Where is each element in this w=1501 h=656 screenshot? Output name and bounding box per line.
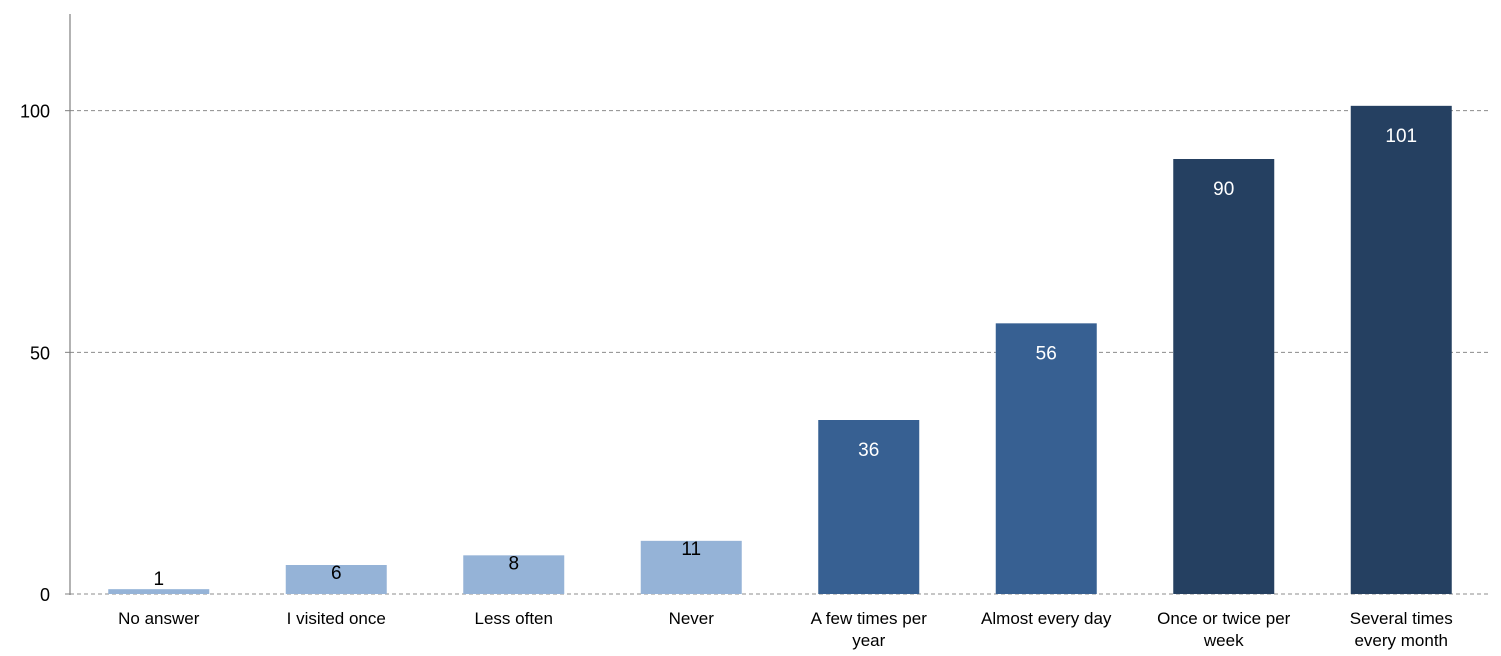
x-tick-label-1: I visited once	[287, 609, 386, 628]
bar-3	[640, 540, 742, 594]
data-label-2: 8	[508, 553, 519, 574]
x-tick-label-6: Once or twice per week	[1157, 609, 1291, 650]
data-label-4: 36	[858, 440, 879, 461]
bar-4	[818, 420, 920, 594]
bars	[108, 105, 1452, 594]
data-label-3: 11	[681, 539, 701, 560]
bar-6	[1173, 159, 1275, 594]
x-tick-label-5: Almost every day	[981, 609, 1112, 628]
bar-7	[1350, 105, 1452, 594]
y-tick-label-0: 0	[40, 585, 50, 605]
data-label-6: 90	[1213, 179, 1234, 200]
labels: 0 50 100 1 No answer 6 I visited once 8 Less oft…	[20, 102, 1453, 650]
x-tick-label-3: Never	[669, 609, 715, 628]
x-tick-label-7: Several times every month	[1350, 609, 1453, 650]
y-tick-label-50: 50	[30, 343, 50, 363]
data-label-5: 56	[1036, 343, 1057, 364]
gridlines	[70, 110, 1490, 595]
bar-5	[995, 323, 1097, 594]
bar-2	[463, 555, 565, 594]
data-label-1: 6	[331, 563, 342, 584]
data-label-0: 1	[153, 569, 164, 590]
data-label-7: 101	[1385, 126, 1417, 147]
x-tick-label-0: No answer	[118, 609, 200, 628]
bar-1	[285, 565, 387, 594]
axes	[65, 14, 71, 595]
x-tick-label-4: A few times per year	[811, 609, 928, 650]
y-tick-label-100: 100	[20, 102, 50, 122]
x-tick-label-2: Less often	[475, 609, 553, 628]
bar-0	[108, 589, 210, 594]
